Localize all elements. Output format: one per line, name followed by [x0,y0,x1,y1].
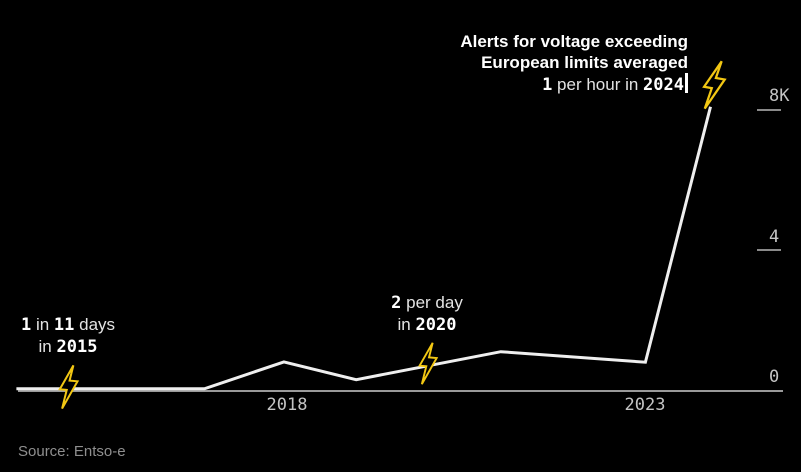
callout-2020-year: 2020 [415,315,457,335]
callout-2024-line1: Alerts for voltage exceeding [460,32,688,51]
callout-2024: Alerts for voltage exceeding European lim… [460,31,688,96]
callout-2020-value: 2 [391,293,402,313]
lightning-bolt-icon-2024 [702,60,727,110]
callout-2015-days: days [74,315,116,334]
callout-2020-in: in [397,315,416,334]
x-axis-label-2023: 2023 [624,395,666,415]
callout-2020-text: per day [401,293,463,312]
callout-2024-year: 2024 [643,75,684,95]
source-credit: Source: Entso-e [18,443,126,460]
callout-2015: 1 in 11 days in 2015 [0,314,136,358]
callout-2024-text: per hour in [552,75,644,94]
callout-2024-value: 1 [542,75,553,95]
voltage-line [16,106,712,391]
lightning-bolt-icon-2020 [418,342,439,385]
callout-2015-days-count: 11 [53,315,75,335]
callout-2015-in: in [31,315,54,334]
y-axis-label-0: 0 [769,367,780,387]
text-cursor [685,73,688,93]
callout-2015-value: 1 [20,315,32,335]
callout-2015-in2: in [38,337,57,356]
callout-2020: 2 per day in 2020 [347,292,507,336]
callout-2024-line2: European limits averaged [481,53,688,72]
lightning-bolt-icon-2015 [58,364,80,410]
y-axis-label-8k: 8K [769,86,790,106]
callout-2015-year: 2015 [56,337,98,357]
y-axis-label-4: 4 [769,227,780,247]
x-axis-label-2018: 2018 [266,395,308,415]
